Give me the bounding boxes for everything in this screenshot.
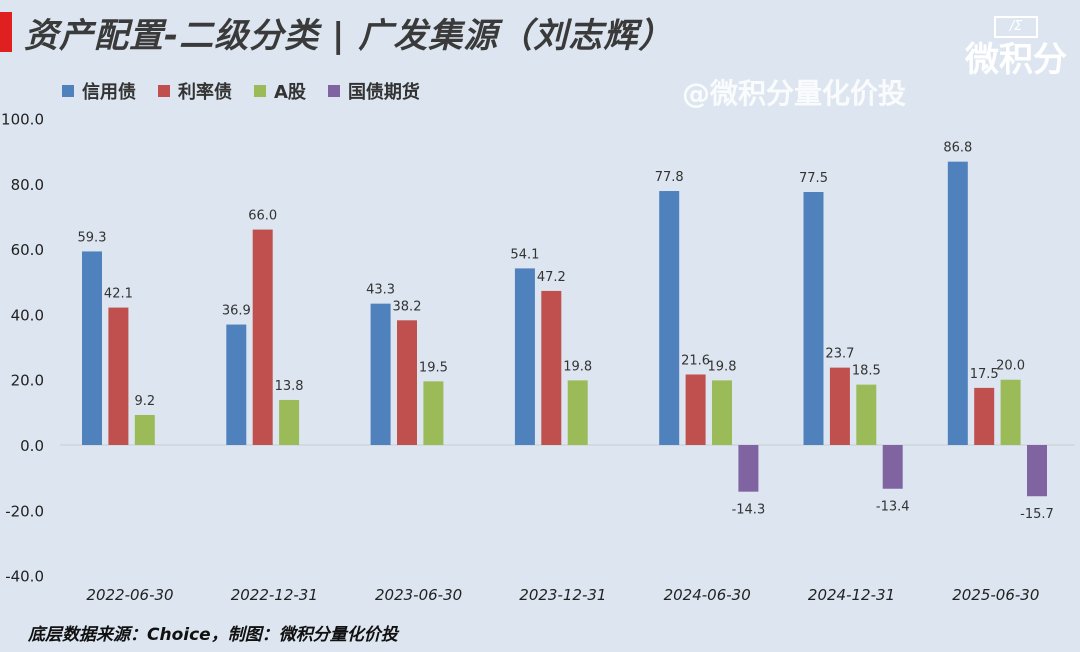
x-tick-label: 2024-06-30: [664, 586, 751, 604]
data-label: 20.0: [996, 359, 1025, 374]
data-label: 43.3: [366, 283, 395, 298]
data-label: 19.5: [419, 360, 448, 375]
legend-label: 信用债: [82, 82, 136, 103]
data-label: 54.1: [510, 247, 539, 262]
data-label: 77.5: [799, 171, 828, 186]
bar-3: [134, 414, 155, 445]
bar-4: [738, 445, 759, 492]
data-label: 9.2: [134, 394, 155, 409]
data-label: 21.6: [681, 353, 710, 368]
data-label: 36.9: [222, 304, 251, 319]
legend-swatch: [254, 85, 266, 97]
data-label: 59.3: [78, 230, 107, 245]
data-label: -15.7: [1020, 507, 1054, 522]
y-tick-label: 0.0: [20, 437, 44, 455]
logo-mark: /Σ: [994, 16, 1038, 38]
x-tick-label: 2023-12-31: [519, 586, 606, 604]
y-tick-label: 60.0: [11, 241, 44, 259]
x-tick-label: 2025-06-30: [952, 586, 1039, 604]
data-label: 18.5: [852, 364, 881, 379]
legend-label: A股: [274, 82, 306, 103]
bar-4: [882, 445, 903, 489]
bar-3: [567, 380, 588, 445]
x-tick-label: 2023-06-30: [375, 586, 462, 604]
bar-3: [712, 380, 732, 445]
chart-title: 资产配置-二级分类 | 广发集源（刘志辉）: [24, 16, 674, 56]
y-tick-label: 20.0: [11, 372, 44, 390]
x-tick-label: 2022-12-31: [231, 586, 318, 604]
data-label: 77.8: [655, 170, 684, 185]
bar-1: [226, 324, 247, 445]
footer-source: 底层数据来源：Choice，制图：微积分量化价投: [28, 625, 398, 645]
bar-3: [423, 381, 444, 445]
x-tick-label: 2024-12-31: [808, 586, 895, 604]
bar-1: [803, 192, 824, 445]
y-tick-label: 100.0: [1, 111, 44, 129]
bar-2: [829, 367, 850, 445]
data-label: 13.8: [275, 379, 304, 394]
logo-name: 微积分: [965, 40, 1067, 80]
bar-1: [370, 303, 391, 445]
title-accent-bar: [0, 12, 12, 52]
bar-2: [252, 229, 273, 445]
data-label: 17.5: [970, 367, 999, 382]
x-tick-label: 2022-06-30: [86, 586, 173, 604]
bar-4: [1027, 445, 1047, 497]
bar-1: [947, 161, 968, 445]
data-label: 19.8: [563, 359, 592, 374]
bar-2: [685, 374, 706, 445]
data-label: 23.7: [825, 347, 854, 362]
y-tick-label: 40.0: [11, 306, 44, 324]
bar-3: [856, 384, 877, 445]
data-label: 66.0: [248, 209, 277, 224]
legend-item: 信用债: [62, 78, 136, 104]
legend-item: 利率债: [158, 78, 232, 104]
bar-3: [279, 399, 300, 445]
data-label: 86.8: [943, 141, 972, 156]
legend-label: 国债期货: [347, 82, 420, 103]
bar-2: [541, 290, 562, 445]
bar-1: [82, 251, 102, 445]
bar-2: [397, 320, 417, 445]
legend-label: 利率债: [178, 82, 232, 103]
legend-item: A股: [254, 78, 306, 104]
watermark: @微积分量化价投: [682, 77, 907, 110]
bar-2: [974, 387, 995, 445]
bar-1: [659, 191, 680, 445]
legend-swatch: [158, 85, 170, 97]
data-label: 42.1: [104, 287, 133, 302]
legend: 信用债 利率债 A股 国债期货: [62, 78, 420, 104]
data-label: 47.2: [537, 270, 566, 285]
data-label: -13.4: [876, 500, 910, 515]
bar-1: [514, 268, 535, 445]
bar-3: [1000, 379, 1021, 445]
legend-swatch: [327, 85, 340, 97]
legend-item: 国债期货: [327, 78, 420, 104]
bar-2: [108, 307, 129, 445]
y-tick-label: -20.0: [5, 502, 44, 520]
data-label: -14.3: [732, 503, 766, 518]
logo: /Σ 微积分: [956, 16, 1076, 82]
data-label: 19.8: [708, 359, 737, 374]
y-tick-label: 80.0: [11, 176, 44, 194]
data-label: 38.2: [393, 299, 422, 314]
legend-swatch: [62, 85, 74, 97]
y-tick-label: -40.0: [5, 568, 44, 586]
